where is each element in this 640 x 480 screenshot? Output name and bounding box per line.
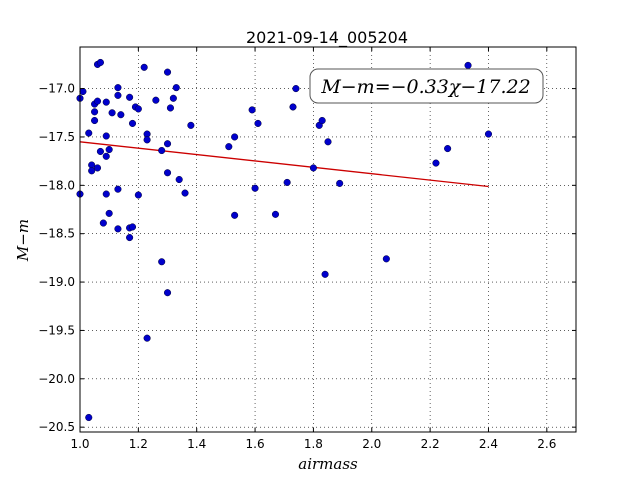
data-point xyxy=(271,210,280,218)
data-point xyxy=(464,61,472,69)
data-point xyxy=(105,209,113,217)
x-tick-label: 2.2 xyxy=(421,437,440,451)
plot-frame xyxy=(79,46,577,433)
ticks: 1.0 1.2 1.4 1.6 1.8 2.0 2.2 2.4 2.6 −17.0 −17.5 −18… xyxy=(38,47,576,451)
data-point xyxy=(93,164,102,172)
grid xyxy=(79,47,576,432)
data-point xyxy=(231,133,239,141)
data-point xyxy=(128,119,137,127)
plot-area xyxy=(80,47,576,432)
data-point xyxy=(432,159,440,167)
y-tick-label: −18.0 xyxy=(38,178,75,192)
data-point xyxy=(163,140,172,148)
data-point xyxy=(93,97,102,105)
y-tick-label: −18.5 xyxy=(38,227,75,241)
data-point xyxy=(114,84,122,92)
data-point xyxy=(114,185,122,193)
data-point xyxy=(85,129,93,137)
data-point xyxy=(79,87,87,96)
data-point xyxy=(321,270,329,278)
y-tick-label: −20.0 xyxy=(38,372,75,386)
data-point xyxy=(152,96,160,104)
x-tick-label: 1.4 xyxy=(187,437,206,451)
fit-line-group xyxy=(79,141,489,188)
data-point xyxy=(484,130,493,138)
x-tick-label: 1.6 xyxy=(246,437,265,451)
y-axis-label: M−m xyxy=(14,219,32,262)
annotation-text: M−m=−0.33χ−17.22 xyxy=(320,76,530,98)
data-point xyxy=(158,146,166,155)
data-point xyxy=(283,178,291,186)
y-tick-label: −19.0 xyxy=(38,275,75,289)
points-group xyxy=(76,58,493,422)
chart-title: 2021-09-14_005204 xyxy=(246,28,408,48)
data-point xyxy=(292,85,300,93)
data-point xyxy=(254,119,262,127)
x-tick-label: 2.6 xyxy=(537,437,556,451)
y-tick-label: −20.5 xyxy=(38,420,75,434)
data-point xyxy=(96,147,104,156)
data-point xyxy=(324,138,332,146)
data-point xyxy=(318,116,326,125)
data-point xyxy=(88,167,96,175)
data-point xyxy=(134,105,142,113)
data-point xyxy=(102,152,110,160)
data-point xyxy=(251,184,259,192)
data-point xyxy=(382,255,390,263)
data-point xyxy=(108,109,116,117)
data-point xyxy=(175,175,183,184)
data-point xyxy=(248,106,256,114)
data-point xyxy=(225,143,233,151)
data-point xyxy=(163,68,172,76)
data-point xyxy=(143,136,151,144)
data-point xyxy=(85,413,93,422)
data-point xyxy=(143,334,151,342)
data-point xyxy=(114,225,122,233)
data-point xyxy=(126,234,134,242)
data-point xyxy=(181,189,189,197)
data-point xyxy=(91,108,99,116)
data-point xyxy=(140,63,148,71)
data-point xyxy=(114,91,122,99)
data-point xyxy=(134,191,142,199)
data-point xyxy=(158,258,166,266)
data-point xyxy=(91,116,99,125)
y-tick-label: −17.5 xyxy=(38,130,75,144)
data-point xyxy=(172,84,180,92)
x-tick-label: 1.2 xyxy=(129,437,148,451)
data-point xyxy=(169,94,177,102)
fit-line xyxy=(79,141,489,188)
data-point xyxy=(166,104,174,112)
x-axis-label: airmass xyxy=(298,455,358,473)
data-point xyxy=(163,169,172,177)
data-point xyxy=(102,98,110,106)
data-point xyxy=(117,111,125,119)
x-tick-label: 2.4 xyxy=(479,437,498,451)
data-point xyxy=(128,223,137,231)
data-point xyxy=(336,179,344,187)
data-point xyxy=(444,145,452,153)
data-point xyxy=(231,211,239,219)
data-point xyxy=(96,58,104,67)
data-point xyxy=(163,289,172,297)
y-tick-label: −19.5 xyxy=(38,323,75,337)
x-tick-label: 1.0 xyxy=(70,437,89,451)
data-point xyxy=(99,219,107,227)
data-point xyxy=(105,145,113,154)
fit-annotation: M−m=−0.33χ−17.22 xyxy=(309,68,544,104)
data-point xyxy=(187,121,195,129)
annotation-box xyxy=(309,68,544,104)
data-point xyxy=(289,103,297,111)
x-tick-label: 2.0 xyxy=(362,437,381,451)
y-tick-label: −17.0 xyxy=(38,82,75,96)
x-tick-label: 1.8 xyxy=(304,437,323,451)
data-point xyxy=(102,190,110,198)
data-point xyxy=(309,164,317,172)
data-point xyxy=(126,93,134,101)
data-point xyxy=(102,132,110,140)
